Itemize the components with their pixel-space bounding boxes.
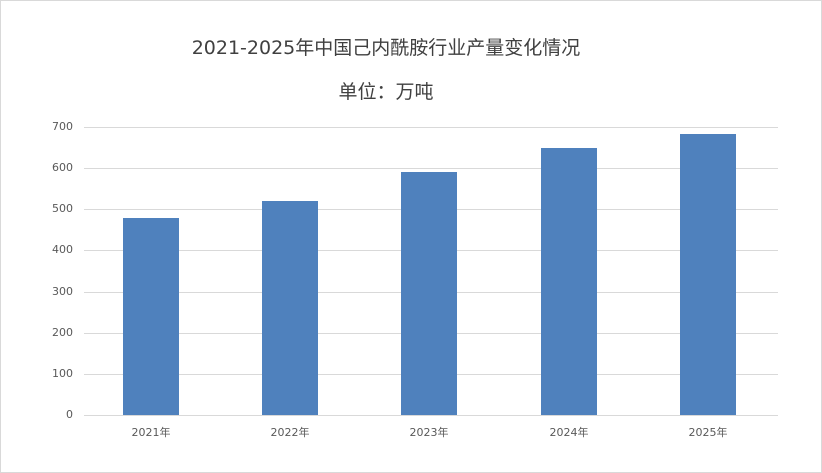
x-tick-label: 2025年 [688, 426, 728, 439]
y-tick-label: 600 [52, 161, 73, 175]
bar [680, 133, 736, 415]
chart-title: 2021-2025年中国己内酰胺行业产量变化情况 [191, 37, 581, 59]
x-tick-label: 2022年 [270, 426, 310, 439]
bar [541, 147, 597, 415]
y-tick-label: 500 [52, 202, 73, 216]
bar [262, 201, 318, 415]
y-tick-label: 400 [52, 243, 73, 257]
y-tick-label: 200 [52, 325, 73, 339]
x-tick-label: 2021年 [131, 426, 171, 439]
bar [401, 172, 457, 415]
x-tick-label: 2023年 [409, 426, 449, 439]
gridline [84, 168, 778, 170]
gridline [84, 127, 778, 128]
x-tick-label: 2024年 [549, 426, 589, 439]
y-tick-label: 0 [66, 408, 73, 421]
y-tick-label: 700 [52, 120, 73, 133]
bar [123, 217, 179, 415]
gridline [84, 415, 778, 416]
y-tick-label: 100 [52, 366, 73, 380]
y-tick-label: 300 [52, 284, 73, 298]
chart-subtitle: 单位：万吨 [338, 81, 434, 103]
